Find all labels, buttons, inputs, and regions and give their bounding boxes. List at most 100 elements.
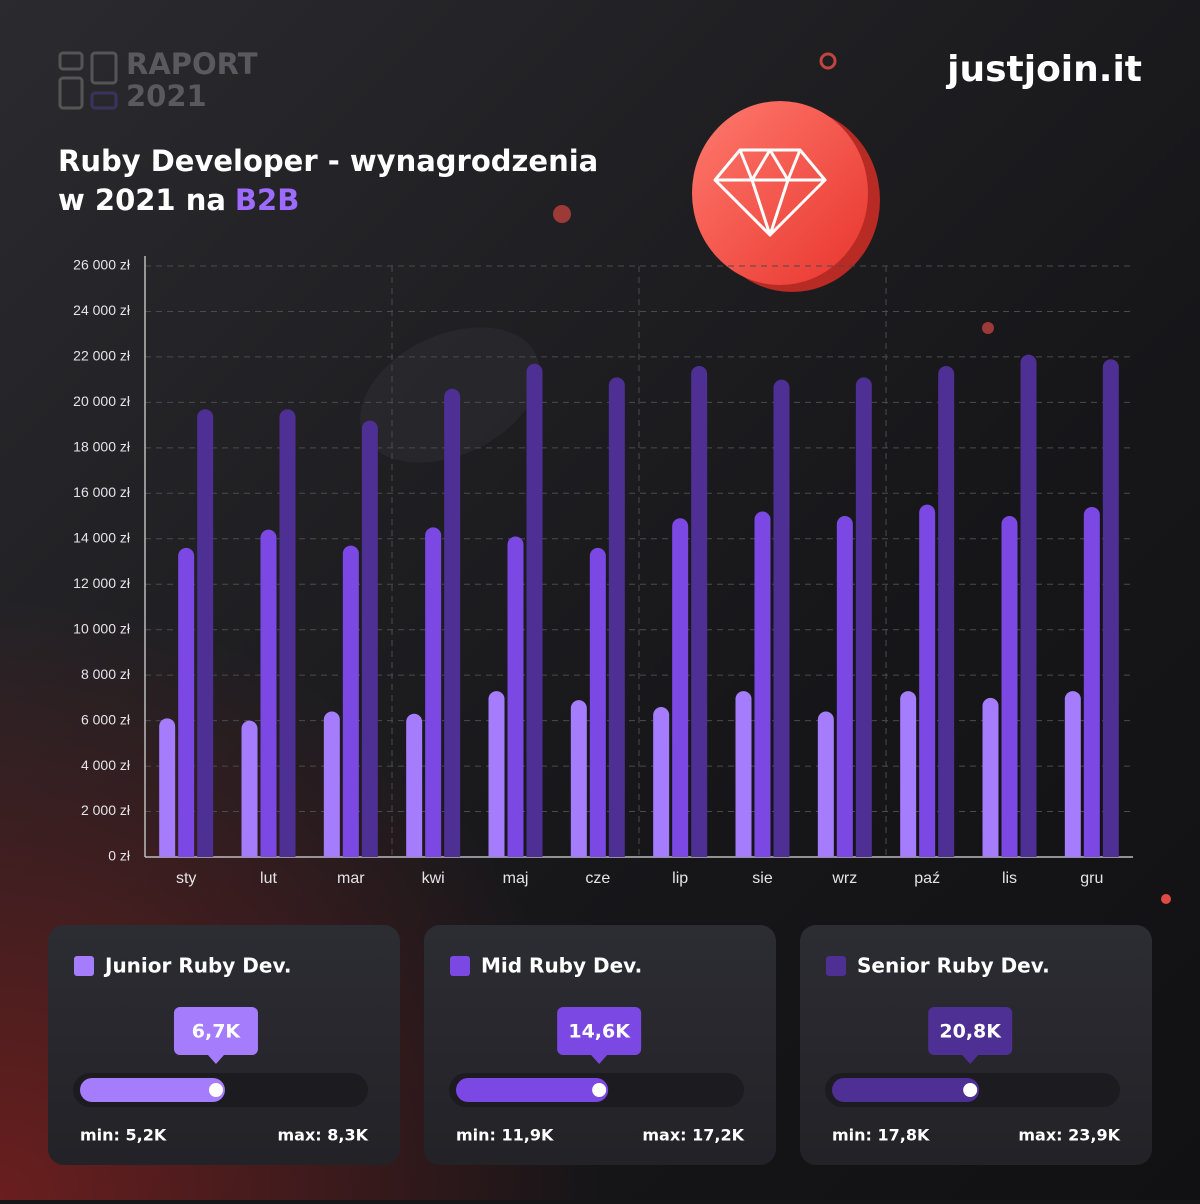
x-tick-label: lis [1002,870,1017,887]
bar [526,363,543,857]
x-tick-label: gru [1080,870,1103,887]
slider-knob [963,1083,978,1097]
y-tick-label: 22 000 zł [73,348,131,364]
bar [1102,359,1119,857]
chart-title-line: w 2021 na [58,183,226,217]
x-tick-label: kwi [422,870,445,887]
decor-circle [982,322,994,334]
decor-circle [1161,894,1171,904]
y-tick-label: 0 zł [108,848,131,864]
value-label: 20,8K [939,1021,1002,1043]
y-tick-label: 14 000 zł [73,529,131,545]
x-tick-label: lut [260,870,277,887]
bar [982,697,999,857]
y-tick-label: 8 000 zł [81,666,131,682]
bar [1001,516,1018,857]
bar [589,547,606,857]
bar [836,516,853,857]
value-bubble-pointer [207,1055,224,1064]
y-tick-label: 18 000 zł [73,439,131,455]
report-year: 2021 [126,79,207,113]
bar [361,420,378,857]
bar [570,700,587,857]
bar [735,691,752,857]
slider-knob [592,1083,607,1097]
y-tick-label: 16 000 zł [73,484,131,500]
chart-title: w 2021 na B2B [58,183,299,217]
bar [919,504,936,857]
x-tick-label: sie [752,870,773,887]
bar [754,511,771,857]
bar [1083,506,1100,857]
x-tick-label: lip [672,870,688,887]
legend-label: Mid Ruby Dev. [481,954,642,978]
bar [938,366,955,857]
x-tick-label: maj [503,870,529,887]
chart-title-highlight: B2B [235,183,299,217]
x-tick-label: cze [585,870,610,887]
y-tick-label: 10 000 zł [73,620,131,636]
legend-swatch [826,956,846,976]
bar [855,377,872,857]
bar [159,718,176,857]
slider-fill [832,1078,980,1102]
bar [608,377,625,857]
bar [653,706,670,857]
legend-label: Junior Ruby Dev. [103,954,291,978]
bar [507,536,524,857]
bar [691,366,708,857]
bar [817,711,834,857]
bar [1020,354,1037,857]
y-tick-label: 4 000 zł [81,757,131,773]
bar [241,720,258,857]
legend-label: Senior Ruby Dev. [857,954,1050,978]
x-tick-label: mar [337,870,365,887]
bar [197,409,214,857]
legend-swatch [450,956,470,976]
y-tick-label: 26 000 zł [73,257,131,273]
bar [425,527,442,857]
x-tick-label: paź [914,870,940,887]
chart-title: Ruby Developer - wynagrodzenia [58,144,598,178]
decor-circle [553,205,571,223]
bar [672,518,689,857]
report-logo [58,51,118,110]
report-label: RAPORT [126,47,258,81]
value-label: 14,6K [568,1021,631,1043]
cards: Junior Ruby Dev. 6,7K min: 5,2K max: 8,3K Mi… [48,925,1152,1165]
legend-swatch [74,956,94,976]
value-label: 6,7K [192,1021,242,1043]
bar [900,691,917,857]
min-label: min: 17,8K [832,1126,930,1145]
y-tick-label: 12 000 zł [73,575,131,591]
slider-knob [208,1083,223,1097]
bar [1064,691,1081,857]
y-tick-label: 6 000 zł [81,711,131,727]
value-bubble [173,1007,258,1055]
bar [279,409,296,857]
slider-fill [80,1078,225,1102]
y-tick-label: 2 000 zł [81,802,131,818]
slider-fill [456,1078,609,1102]
bar [260,529,277,857]
min-label: min: 11,9K [456,1126,554,1145]
bar [406,713,423,857]
bar [178,547,195,857]
brand-logo: justjoin.it [945,49,1142,90]
decor-circle [819,52,837,70]
ruby-coin [692,101,880,292]
x-tick-label: sty [176,870,196,887]
y-tick-label: 24 000 zł [73,302,131,318]
min-label: min: 5,2K [80,1126,167,1145]
max-label: max: 17,2K [642,1126,744,1145]
y-tick-label: 20 000 zł [73,393,131,409]
bar [773,379,790,857]
bar [444,388,461,857]
bar [342,545,359,857]
value-bubble-pointer [591,1055,608,1064]
value-bubble-pointer [962,1055,979,1064]
plot: 0 zł 2 000 zł 4 000 zł 6 000 zł 8 000 zł 10 0… [73,256,1133,887]
max-label: max: 8,3K [278,1126,369,1145]
max-label: max: 23,9K [1018,1126,1120,1145]
